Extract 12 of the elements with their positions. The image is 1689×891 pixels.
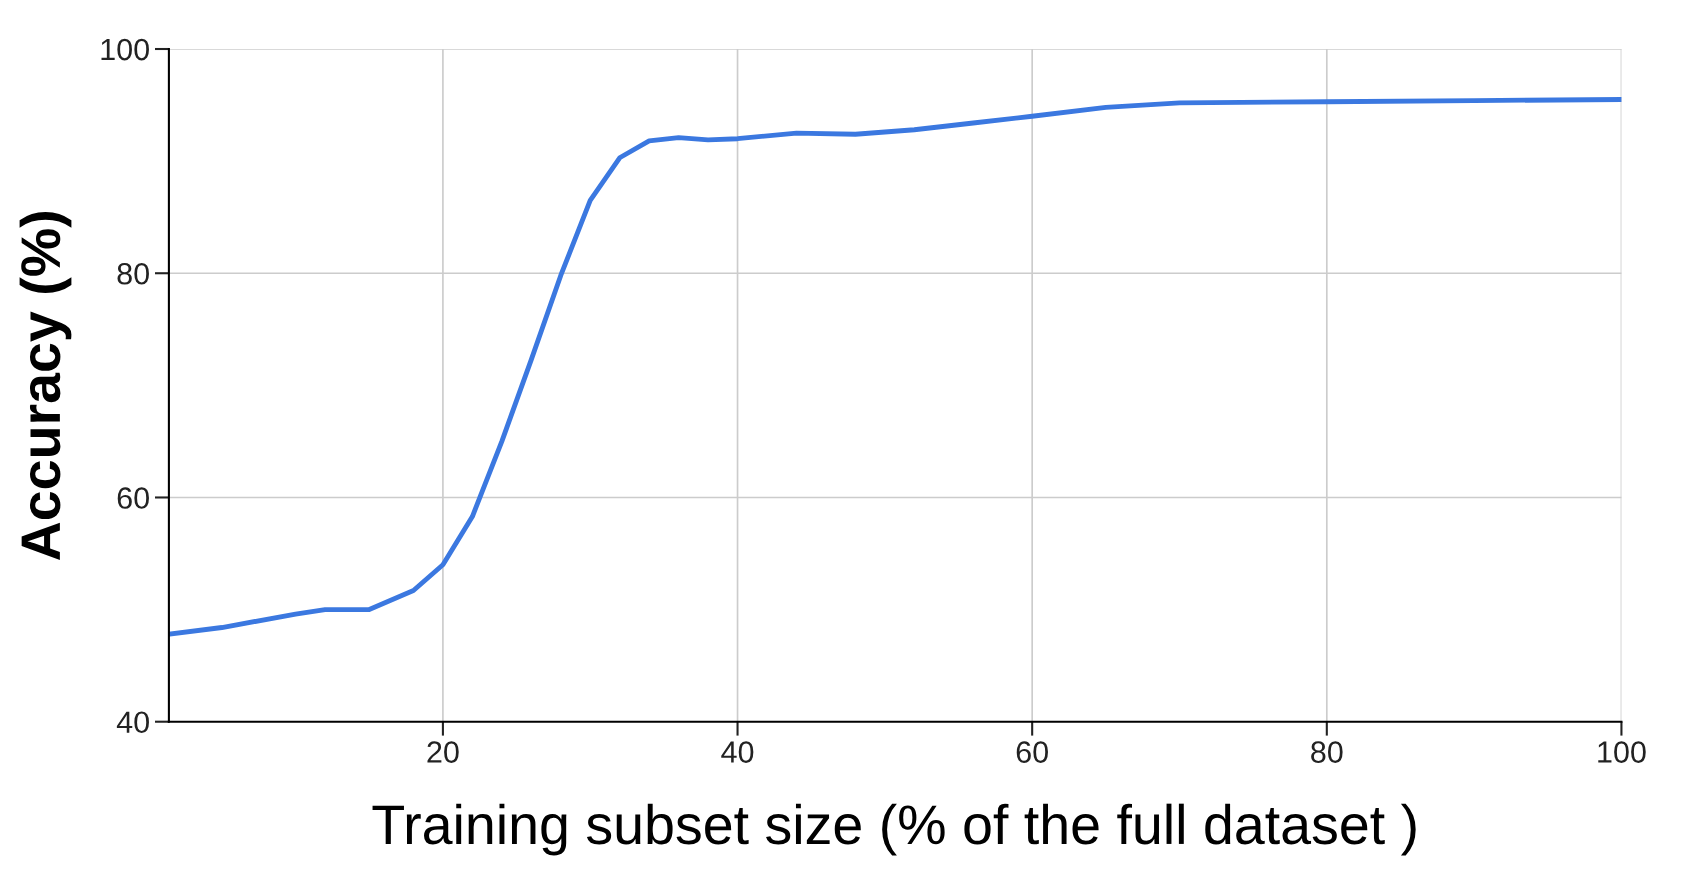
- x-tick-label: 60: [1016, 741, 1048, 763]
- line-series: [168, 97, 1622, 637]
- y-tick-label: 60: [117, 487, 149, 509]
- x-axis-title: Training subset size (% of the full dataset ): [372, 803, 1416, 856]
- x-tick-label: 80: [1311, 741, 1343, 763]
- y-tick-label: 100: [101, 38, 149, 61]
- y-axis-title: Accuracy (%): [19, 212, 72, 560]
- y-tick-label: 40: [116, 711, 149, 734]
- x-tick-label: 100: [1598, 741, 1646, 763]
- x-tick-label: 20: [427, 741, 459, 763]
- x-tick-label: 40: [721, 741, 754, 763]
- y-tick-label: 80: [117, 262, 149, 285]
